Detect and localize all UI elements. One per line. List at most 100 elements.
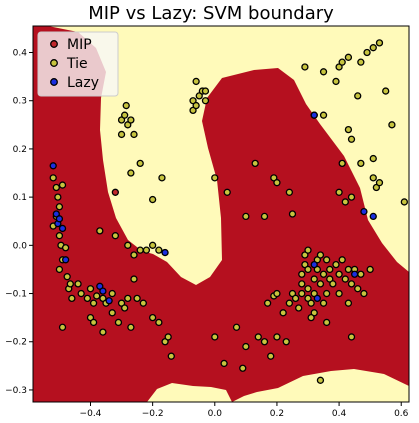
- y-tick-label: 0.3: [13, 97, 27, 107]
- legend-marker-lazy: [50, 78, 58, 86]
- tie-point: [201, 87, 210, 95]
- tie-point: [55, 203, 64, 211]
- lazy-point: [49, 162, 57, 170]
- tie-point: [347, 193, 356, 201]
- tie-point: [86, 285, 95, 293]
- y-tick-label: −0.2: [5, 338, 27, 348]
- tie-point: [58, 181, 67, 189]
- tie-point: [316, 376, 325, 384]
- tie-point: [366, 265, 374, 274]
- tie-point: [55, 265, 64, 274]
- tie-point: [83, 294, 92, 303]
- tie-point: [220, 359, 228, 368]
- tie-point: [388, 121, 396, 129]
- tie-point: [341, 275, 349, 283]
- tie-point: [108, 309, 116, 317]
- tie-point: [360, 289, 368, 298]
- y-tick-label: −0.1: [5, 290, 27, 300]
- tie-point: [242, 212, 250, 221]
- tie-point: [74, 280, 82, 288]
- tie-point: [66, 280, 74, 288]
- chart-title: MIP vs Lazy: SVM boundary: [88, 3, 334, 24]
- tie-point: [130, 251, 138, 259]
- tie-point: [68, 294, 76, 303]
- y-axis: −0.3 −0.2 −0.1 0.0 0.1 0.2 0.3 0.4: [5, 49, 33, 396]
- tie-point: [338, 256, 346, 264]
- tie-point: [192, 77, 200, 86]
- legend-label-mip: MIP: [67, 37, 92, 53]
- tie-point: [307, 313, 315, 322]
- tie-point: [323, 318, 331, 327]
- tie-point: [332, 260, 340, 269]
- x-tick-label: 0.4: [332, 409, 347, 419]
- tie-point: [323, 256, 331, 264]
- tie-point: [260, 338, 269, 346]
- tie-point: [301, 63, 309, 71]
- legend: MIP Tie Lazy: [37, 31, 119, 97]
- tie-point: [58, 323, 67, 331]
- lazy-point: [350, 270, 359, 278]
- tie-point: [127, 169, 135, 177]
- y-tick-label: 0.1: [13, 193, 27, 203]
- tie-point: [354, 92, 362, 100]
- tie-point: [127, 323, 135, 331]
- tie-point: [298, 270, 306, 278]
- tie-point: [99, 328, 107, 336]
- tie-point: [338, 159, 346, 168]
- x-tick-label: 0.6: [394, 409, 409, 419]
- tie-point: [117, 130, 126, 139]
- tie-point: [298, 289, 306, 298]
- x-tick-label: −0.2: [142, 409, 164, 419]
- tie-point: [127, 116, 135, 124]
- tie-point: [155, 246, 163, 254]
- tie-point: [63, 273, 71, 281]
- tie-point: [285, 299, 294, 307]
- lazy-point: [369, 212, 377, 221]
- tie-point: [319, 111, 328, 119]
- tie-point: [285, 188, 294, 196]
- tie-point: [344, 299, 353, 307]
- lazy-point: [310, 111, 318, 119]
- legend-label-lazy: Lazy: [67, 75, 99, 91]
- x-tick-label: 0.2: [270, 409, 284, 419]
- tie-point: [319, 299, 328, 307]
- tie-point: [304, 265, 312, 274]
- tie-point: [329, 280, 337, 288]
- tie-point: [319, 68, 328, 76]
- tie-point: [96, 227, 104, 235]
- data-points: [49, 39, 408, 384]
- tie-point: [142, 246, 151, 254]
- legend-box: [37, 31, 119, 97]
- tie-point: [304, 285, 312, 293]
- tie-point: [319, 270, 328, 278]
- mip-point: [111, 188, 119, 196]
- tie-point: [316, 251, 325, 259]
- tie-point: [295, 304, 303, 312]
- tie-point: [124, 241, 132, 249]
- tie-point: [357, 270, 365, 278]
- tie-point: [288, 210, 297, 218]
- tie-point: [77, 289, 85, 298]
- tie-point: [136, 159, 144, 168]
- lazy-point: [61, 256, 70, 264]
- lazy-point: [99, 287, 107, 295]
- tie-point: [279, 309, 287, 317]
- legend-label-tie: Tie: [66, 56, 88, 72]
- tie-point: [239, 364, 247, 372]
- tie-point: [273, 179, 281, 187]
- lazy-point: [360, 207, 368, 216]
- lazy-point: [310, 260, 318, 269]
- tie-point: [338, 58, 346, 66]
- tie-point: [211, 333, 219, 341]
- tie-point: [335, 289, 343, 298]
- tie-point: [263, 299, 272, 307]
- tie-point: [316, 280, 325, 288]
- tie-point: [363, 48, 371, 57]
- tie-point: [124, 294, 132, 303]
- tie-point: [108, 289, 116, 298]
- legend-marker-tie: [50, 59, 58, 67]
- tie-point: [335, 270, 343, 278]
- tie-point: [232, 323, 241, 331]
- tie-point: [369, 44, 377, 52]
- tie-point: [267, 352, 275, 360]
